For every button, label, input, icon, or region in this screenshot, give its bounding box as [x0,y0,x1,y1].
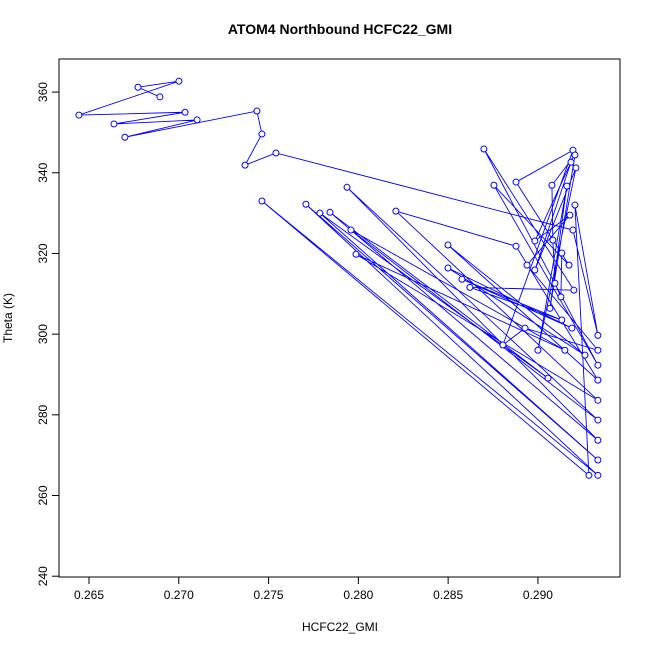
x-tick-label: 0.265 [74,588,104,602]
point [343,183,351,191]
point [490,181,498,189]
point [594,416,602,424]
chart-title: ATOM4 Northbound HCFC22_GMI [228,21,452,37]
x-tick-label: 0.285 [433,588,463,602]
point [594,346,602,354]
point [258,197,266,205]
point [558,316,566,324]
point [347,226,355,234]
point [272,149,280,157]
point [352,250,360,258]
x-tick-label: 0.280 [343,588,373,602]
point [181,108,189,116]
point [175,77,183,85]
point [193,116,201,124]
point [134,83,142,91]
point [557,293,565,301]
point [581,351,589,359]
point [466,283,474,291]
point [512,178,520,186]
point [499,341,507,349]
point [531,237,539,245]
point [241,161,249,169]
x-tick-label: 0.290 [523,588,553,602]
x-axis-label: HCFC22_GMI [302,620,378,634]
point [594,331,602,339]
point [444,241,452,249]
series-line [78,80,600,477]
point [566,211,574,219]
point [546,304,554,312]
point [567,158,575,166]
point [565,261,573,269]
x-tick-label: 0.275 [254,588,284,602]
point [594,361,602,369]
point [444,264,452,272]
point [75,111,83,119]
point [121,133,129,141]
point [594,456,602,464]
point [326,208,334,216]
y-tick-label: 260 [36,485,50,505]
y-tick-label: 360 [36,82,50,102]
y-tick-label: 320 [36,243,50,263]
point [551,279,559,287]
point [568,324,576,332]
y-tick-label: 340 [36,162,50,182]
point [523,261,531,269]
point [561,346,569,354]
y-tick-label: 280 [36,404,50,424]
point [571,201,579,209]
point [585,471,593,479]
point [458,275,466,283]
point [549,236,557,244]
point [544,374,552,382]
plot-box [58,58,621,578]
point [594,436,602,444]
point [480,145,488,153]
point [594,376,602,384]
point [571,151,579,159]
point [558,249,566,257]
point [594,396,602,404]
y-tick-label: 240 [36,566,50,586]
y-tick-label: 300 [36,324,50,344]
point [156,93,164,101]
point [563,182,571,190]
point [570,286,578,294]
point [534,346,542,354]
point [316,209,324,217]
point [594,471,602,479]
point [548,181,556,189]
point [258,130,266,138]
point [521,324,529,332]
y-axis-label: Theta (K) [1,293,15,343]
point [512,242,520,250]
x-tick-label: 0.270 [164,588,194,602]
point [302,200,310,208]
point [569,226,577,234]
point [392,207,400,215]
point [253,107,261,115]
point [572,164,580,172]
point [110,120,118,128]
point [531,266,539,274]
